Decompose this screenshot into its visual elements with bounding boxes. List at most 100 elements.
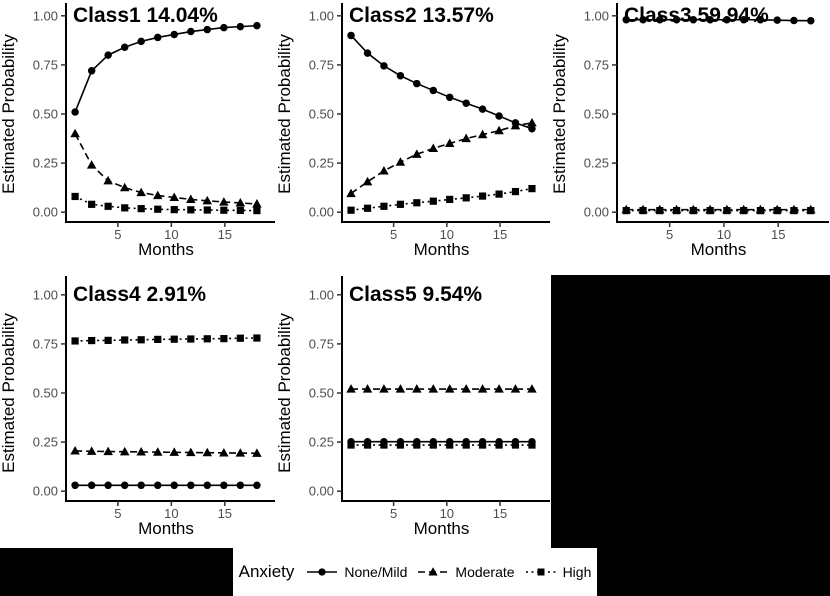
triangle-marker <box>510 384 521 393</box>
triangle-marker <box>395 384 406 393</box>
circle-marker <box>87 481 96 490</box>
y-tick-label: 0.75 <box>33 336 58 351</box>
x-tick-label: 10 <box>440 506 454 521</box>
x-tick-label: 15 <box>771 227 785 242</box>
legend-item-high: High <box>525 563 592 581</box>
square-marker <box>187 206 195 214</box>
square-marker <box>71 192 79 201</box>
triangle-marker <box>86 446 97 455</box>
y-tick-label: 0.00 <box>33 484 58 499</box>
circle-marker <box>120 43 129 51</box>
x-tick-label: 10 <box>164 506 178 521</box>
axis-lines <box>65 3 275 223</box>
circle-marker <box>104 51 112 59</box>
square-marker <box>689 207 697 215</box>
panel-title: Class5 9.54% <box>349 283 482 306</box>
triangle-marker <box>219 447 229 457</box>
y-tick-label: 1.00 <box>33 8 58 23</box>
y-tick-label: 0.00 <box>309 484 334 499</box>
y-axis-title: Estimated Probability <box>276 313 294 473</box>
legend-item-none-mild: None/Mild <box>306 563 407 581</box>
triangle-marker <box>202 195 213 205</box>
square-marker <box>511 441 520 449</box>
square-marker <box>88 200 96 208</box>
series-line-dashed <box>74 133 257 205</box>
square-marker <box>170 206 178 214</box>
triangle-marker <box>346 188 356 198</box>
triangle-marker <box>186 447 196 457</box>
x-tick-label: 15 <box>493 506 507 521</box>
circle-marker <box>253 481 261 490</box>
triangle-marker <box>153 190 163 200</box>
y-tick-label: 0.50 <box>584 107 609 122</box>
square-marker <box>528 185 536 193</box>
x-tick-label: 10 <box>164 227 178 242</box>
circle-marker <box>203 481 212 490</box>
square-marker <box>413 441 421 449</box>
triangle-marker <box>346 384 356 393</box>
square-marker <box>672 207 681 215</box>
triangle-marker <box>169 447 179 456</box>
series-line-dotted <box>350 187 533 212</box>
square-marker <box>622 207 630 215</box>
x-tick-label: 5 <box>114 506 121 521</box>
square-marker <box>236 206 244 215</box>
circle-marker <box>429 86 438 95</box>
circle-marker <box>87 67 96 75</box>
triangle-marker <box>494 384 504 393</box>
legend-item-label: High <box>562 564 592 580</box>
x-axis-title: Months <box>138 240 194 259</box>
triangle-marker <box>119 182 130 192</box>
panel-class4: 0.00 0.25 0.50 0.75 1.00 5 10 15 Class4 2.91% Mon… <box>0 268 276 548</box>
square-marker <box>807 207 815 215</box>
triangle-marker <box>412 384 422 393</box>
square-marker <box>478 192 487 200</box>
circle-marker <box>622 16 630 24</box>
triangle-marker <box>494 125 504 135</box>
y-tick-label: 0.25 <box>309 435 334 450</box>
triangle-marker <box>252 448 262 457</box>
y-tick-label: 0.50 <box>33 386 58 401</box>
y-tick-label: 0.75 <box>309 336 334 351</box>
legend-item-label: None/Mild <box>344 564 408 580</box>
circle-key-icon <box>307 568 338 576</box>
series-line-dashed <box>350 122 533 195</box>
legend-items: None/Mild Moderate High <box>306 563 591 581</box>
y-tick-label: 0.25 <box>309 156 334 171</box>
circle-marker <box>380 62 388 70</box>
triangle-marker <box>461 133 471 143</box>
circle-marker <box>462 99 470 107</box>
triangle-marker <box>103 446 113 456</box>
triangle-marker <box>362 176 373 186</box>
square-marker <box>380 202 388 210</box>
triangle-marker <box>235 198 246 207</box>
y-tick-label: 0.00 <box>33 205 58 220</box>
y-tick-label: 0.75 <box>33 57 58 72</box>
circle-marker <box>71 108 79 116</box>
series-line-solid <box>350 34 533 130</box>
y-tick-label: 0.25 <box>33 156 58 171</box>
y-axis-title: Estimated Probability <box>0 313 18 473</box>
circle-marker <box>773 16 781 24</box>
triangle-marker <box>477 384 488 393</box>
series-line-solid <box>74 24 257 113</box>
triangle-key-icon <box>418 567 449 576</box>
circle-marker <box>170 30 178 39</box>
square-marker <box>363 441 372 449</box>
square-marker <box>396 441 405 449</box>
square-marker <box>446 195 454 204</box>
class4-chart: 0.00 0.25 0.50 0.75 1.00 5 10 15 Class4 2.91% Mon… <box>0 276 275 538</box>
y-tick-label: 1.00 <box>33 287 58 302</box>
y-axis-title: Estimated Probability <box>0 34 18 194</box>
x-axis-title: Months <box>414 240 470 259</box>
y-tick-label: 0.50 <box>33 107 58 122</box>
triangle-marker <box>136 187 146 197</box>
triangle-marker <box>379 384 389 393</box>
square-marker <box>478 441 487 449</box>
circle-marker <box>723 16 731 24</box>
panel-class2: 0.00 0.25 0.50 0.75 1.00 5 10 15 Class2 13.57% Mo… <box>276 0 551 268</box>
square-marker <box>740 207 748 215</box>
panel-class5: 0.00 0.25 0.50 0.75 1.00 5 10 15 Class5 9.54% Mon… <box>276 268 551 548</box>
triangle-marker <box>379 166 389 175</box>
circle-marker-key <box>318 568 327 576</box>
